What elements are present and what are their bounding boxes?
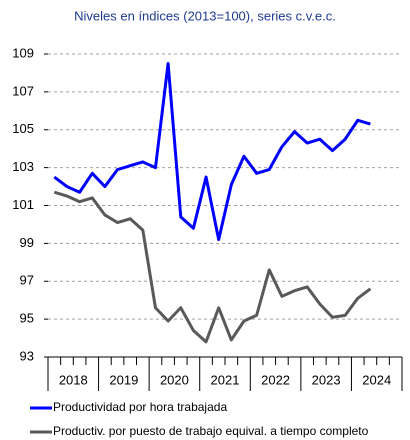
y-tick-label: 105 — [12, 121, 34, 136]
y-tick-label: 101 — [12, 197, 34, 212]
series-line — [53, 61, 371, 242]
legend-label: Productiv. por puesto de trabajo equival… — [53, 424, 369, 438]
chart-title: Niveles en índices (2013=100), series c.… — [74, 8, 336, 23]
x-group-label: 2021 — [211, 372, 240, 387]
x-group-label: 2018 — [59, 372, 88, 387]
x-group-label: 2020 — [160, 372, 189, 387]
y-tick-label: 107 — [12, 83, 34, 98]
y-tick-label: 97 — [20, 273, 34, 288]
x-group-label: 2019 — [109, 372, 138, 387]
y-tick-label: 99 — [20, 235, 34, 250]
y-tick-label: 103 — [12, 159, 34, 174]
x-group-label: 2023 — [312, 372, 341, 387]
series-line — [53, 190, 372, 344]
x-group-label: 2022 — [261, 372, 290, 387]
legend-label: Productividad por hora trabajada — [53, 400, 227, 414]
y-tick-label: 93 — [20, 348, 34, 363]
y-tick-label: 95 — [20, 311, 34, 326]
y-tick-label: 109 — [12, 45, 34, 60]
x-group-label: 2024 — [362, 372, 391, 387]
